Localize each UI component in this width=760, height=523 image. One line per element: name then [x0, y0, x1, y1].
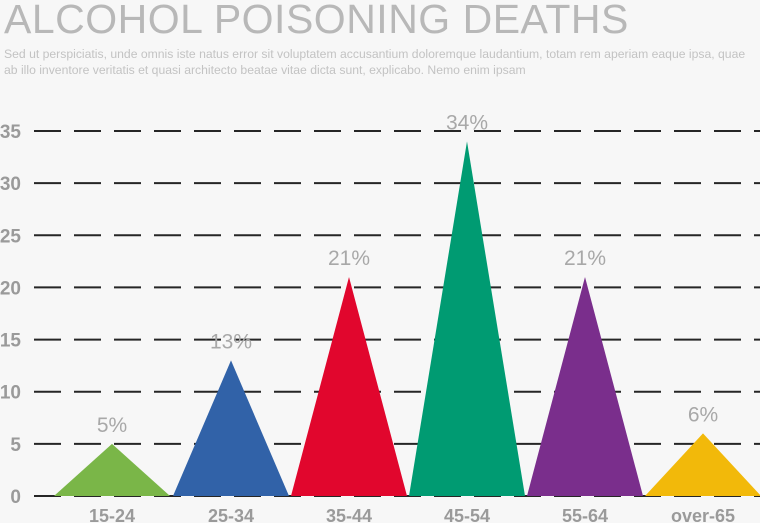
bar-35-44 [291, 277, 407, 496]
y-tick-label: 5 [10, 435, 21, 456]
y-tick-label: 20 [0, 278, 21, 299]
y-tick-label: 25 [0, 226, 21, 247]
bar-55-64 [527, 277, 643, 496]
y-axis: 0 5 10 15 20 25 30 35 [0, 122, 21, 508]
data-label-55-64: 21% [564, 247, 606, 270]
x-axis: 15-24 25-34 35-44 45-54 55-64 over-65 [89, 506, 735, 523]
data-label-over-65: 6% [688, 403, 718, 426]
bar-25-34 [173, 360, 289, 496]
bars [54, 141, 760, 496]
x-tick-label: over-65 [671, 506, 735, 523]
y-tick-label: 15 [0, 331, 21, 352]
x-tick-label: 25-34 [208, 506, 254, 523]
x-tick-label: 35-44 [326, 506, 372, 523]
chart-subtitle: Sed ut perspiciatis, unde omnis iste nat… [4, 47, 746, 77]
gridlines [34, 130, 760, 497]
y-tick-label: 35 [0, 122, 21, 143]
y-tick-label: 10 [0, 383, 21, 404]
x-tick-label: 15-24 [89, 506, 135, 523]
chart-title: ALCOHOL POISONING DEATHS [4, 0, 629, 42]
bar-15-24 [54, 443, 170, 496]
x-tick-label: 45-54 [444, 506, 490, 523]
data-label-15-24: 5% [97, 414, 127, 437]
y-tick-label: 0 [10, 487, 21, 508]
x-tick-label: 55-64 [562, 506, 608, 523]
data-labels: 5% 13% 21% 34% 21% 6% [97, 111, 718, 436]
data-label-25-34: 13% [210, 330, 252, 353]
data-label-35-44: 21% [328, 247, 370, 270]
data-label-45-54: 34% [446, 111, 488, 134]
bar-over-65 [645, 433, 760, 496]
bar-45-54 [409, 141, 525, 496]
y-tick-label: 30 [0, 174, 21, 195]
